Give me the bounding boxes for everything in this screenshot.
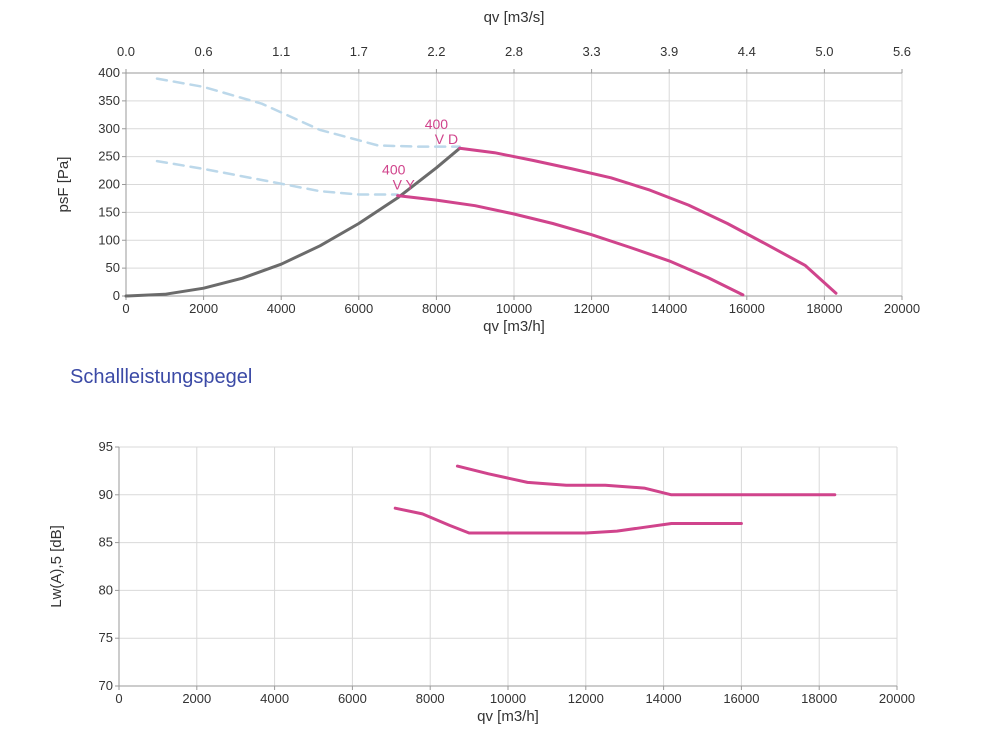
- curve-annotation-mode: V D: [435, 131, 458, 147]
- x-tick-label: 4000: [260, 691, 289, 706]
- x2-tick-label: 2.8: [505, 44, 523, 59]
- x-tick-label: 18000: [801, 691, 837, 706]
- system-curve-line: [124, 146, 462, 298]
- curve-annotation-number: 400: [382, 161, 406, 177]
- y-tick-label: 350: [98, 93, 120, 108]
- x-tick-label: 4000: [267, 301, 296, 316]
- x-tick-label: 10000: [496, 301, 532, 316]
- fan-curve-line: [455, 464, 837, 497]
- x-axis-label: qv [m3/h]: [477, 708, 539, 725]
- curve-annotation-number: 400: [425, 116, 449, 132]
- reference-dashed-line: [155, 77, 461, 148]
- x-tick-label: 0: [122, 301, 129, 316]
- x-tick-label: 6000: [338, 691, 367, 706]
- y-tick-label: 250: [98, 149, 120, 164]
- x-tick-label: 14000: [646, 691, 682, 706]
- x2-tick-label: 5.0: [815, 44, 833, 59]
- x2-tick-label: 2.2: [427, 44, 445, 59]
- y-tick-label: 50: [106, 260, 120, 275]
- y-tick-label: 80: [99, 582, 113, 597]
- x2-tick-label: 5.6: [893, 44, 911, 59]
- x2-tick-label: 3.9: [660, 44, 678, 59]
- x-tick-label: 8000: [422, 301, 451, 316]
- x-tick-label: 8000: [416, 691, 445, 706]
- y-tick-label: 90: [99, 487, 113, 502]
- y-tick-label: 0: [113, 288, 120, 303]
- x2-tick-label: 0.6: [195, 44, 213, 59]
- x-tick-label: 14000: [651, 301, 687, 316]
- reference-dashed-line: [155, 159, 399, 196]
- y-tick-label: 70: [99, 678, 113, 693]
- y-tick-label: 75: [99, 630, 113, 645]
- x2-tick-label: 3.3: [583, 44, 601, 59]
- x-axis-label: qv [m3/h]: [483, 318, 545, 335]
- x2-tick-label: 0.0: [117, 44, 135, 59]
- x-tick-label: 6000: [344, 301, 373, 316]
- x-tick-label: 18000: [806, 301, 842, 316]
- y-tick-label: 200: [98, 177, 120, 192]
- fan-curve-line: [393, 506, 743, 535]
- y-axis-label: psF [Pa]: [55, 157, 72, 213]
- x2-tick-label: 4.4: [738, 44, 756, 59]
- y-tick-label: 300: [98, 121, 120, 136]
- x2-axis-label: qv [m3/s]: [484, 9, 545, 26]
- y-tick-label: 150: [98, 204, 120, 219]
- fan-curve-line: [458, 146, 838, 295]
- x2-tick-label: 1.1: [272, 44, 290, 59]
- x-tick-label: 16000: [729, 301, 765, 316]
- x-tick-label: 20000: [884, 301, 920, 316]
- pressure-chart: 0 2000 4000 6000 8000 10000 12000 14000 16000 180…: [55, 9, 920, 335]
- x-tick-label: 12000: [568, 691, 604, 706]
- y-tick-label: 95: [99, 439, 113, 454]
- y-tick-label: 400: [98, 65, 120, 80]
- x-tick-label: 2000: [189, 301, 218, 316]
- x-tick-label: 2000: [182, 691, 211, 706]
- x-tick-label: 12000: [574, 301, 610, 316]
- x-tick-label: 10000: [490, 691, 526, 706]
- fan-curve-line: [396, 194, 745, 297]
- y-axis-label: Lw(A),5 [dB]: [48, 525, 65, 608]
- y-tick-label: 85: [99, 535, 113, 550]
- section-title: Schallleistungspegel: [70, 366, 253, 388]
- curve-annotation-mode: V Y: [393, 176, 416, 192]
- x2-tick-label: 1.7: [350, 44, 368, 59]
- sound-power-chart: 0 2000 4000 6000 8000 10000 12000 14000 16000 180…: [48, 439, 915, 725]
- x-tick-label: 0: [115, 691, 122, 706]
- x-tick-label: 20000: [879, 691, 915, 706]
- y-tick-label: 100: [98, 232, 120, 247]
- x-tick-label: 16000: [723, 691, 759, 706]
